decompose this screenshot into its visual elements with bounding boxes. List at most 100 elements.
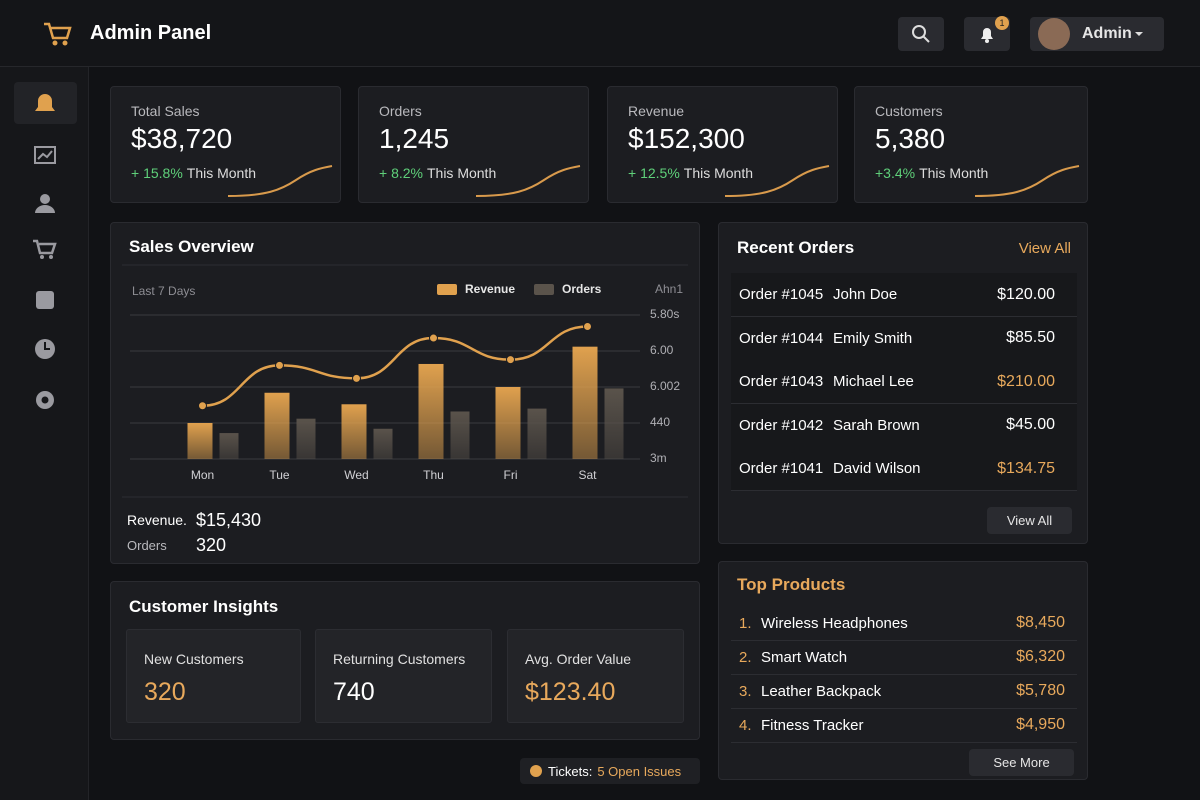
product-value: $6,320	[1016, 648, 1065, 665]
sparkline-path	[974, 165, 1080, 197]
order-id: Order #1043	[739, 373, 824, 390]
insight-label: Avg. Order Value	[525, 651, 632, 667]
user-menu[interactable]: Admin	[1030, 17, 1164, 51]
order-customer: John Doe	[833, 286, 898, 303]
product-rank: 2.	[739, 648, 752, 666]
stat-value: $38,720	[131, 123, 233, 154]
summary-value: $15,430	[196, 510, 262, 530]
bar	[572, 346, 598, 459]
trend-line	[202, 325, 588, 407]
view-all-link[interactable]: View All	[1018, 240, 1071, 257]
order-id: Order #1045	[739, 286, 824, 303]
change-value: + 12.5%	[628, 165, 680, 181]
top-products-panel: Top Products 1. Wireless Headphones $8,450…	[718, 561, 1088, 780]
user-name: Admin	[1082, 25, 1132, 42]
trend-point	[352, 373, 361, 383]
panel-title: Top Products	[737, 575, 846, 594]
stat-card: Revenue $152,300 + 12.5% This Month	[607, 86, 838, 203]
order-customer: Michael Lee	[833, 373, 914, 390]
product-value: $4,950	[1016, 716, 1065, 733]
sparkline-path	[724, 165, 830, 197]
sparkline-path	[227, 165, 333, 197]
dropdown-caret	[1134, 32, 1143, 36]
stat-label: Orders	[379, 103, 422, 119]
app-title: Admin Panel	[90, 22, 212, 44]
trend-point	[198, 401, 207, 411]
change-period: This Month	[919, 165, 989, 181]
axis-label: Ahn1	[655, 282, 683, 296]
order-amount: $120.00	[997, 285, 1055, 303]
x-tick-label: Mon	[191, 468, 214, 482]
y-tick-label: 6.00	[650, 343, 674, 357]
customer-insights-panel: Customer Insights New Customers 320 Return…	[110, 581, 700, 740]
stat-value: 5,380	[875, 123, 946, 154]
bar	[187, 423, 213, 459]
bar	[418, 363, 444, 459]
nav-icons	[33, 94, 57, 409]
order-customer: Emily Smith	[833, 329, 913, 347]
insight-value: 320	[144, 678, 186, 706]
bar	[264, 392, 290, 459]
change-value: + 8.2%	[379, 165, 423, 181]
product-row: 4. Fitness Tracker $4,950	[731, 708, 1077, 743]
see-more-button[interactable]: See More	[969, 749, 1074, 776]
product-name: Wireless Headphones	[761, 614, 908, 632]
order-customer: David Wilson	[833, 460, 921, 477]
tickets-value: 5 Open Issues	[597, 763, 682, 779]
search-button[interactable]	[898, 17, 944, 51]
insight-label: New Customers	[144, 651, 244, 667]
sales-chart: Last 7 Days Ahn1 3m 440 6.002 6.00 5.80s Revenu…	[122, 264, 688, 498]
bar	[341, 404, 367, 459]
order-id: Order #1042	[739, 416, 824, 434]
notification-badge: 1	[995, 16, 1009, 30]
orders-list: Order #1045 John Doe $120.00 Order #1044 Emi…	[719, 273, 1089, 497]
order-row: Order #1041 David Wilson $134.75	[731, 447, 1077, 491]
change-period: This Month	[683, 165, 754, 181]
recent-orders-panel: Recent Orders View All Order #1045 John D…	[718, 222, 1088, 544]
stat-change: +3.4% This Month	[875, 165, 988, 181]
product-name: Fitness Tracker	[761, 716, 864, 734]
product-row: 1. Wireless Headphones $8,450	[731, 606, 1077, 641]
order-row: Order #1044 Emily Smith $85.50	[731, 316, 1077, 361]
panel-title: Recent Orders	[737, 238, 855, 257]
trend-point	[506, 355, 515, 365]
tickets-label: Tickets:	[548, 763, 593, 779]
stat-change: + 8.2% This Month	[379, 165, 496, 181]
summary-label: Revenue.	[127, 512, 187, 528]
sidebar	[0, 67, 89, 800]
x-tick-label: Sat	[578, 468, 597, 482]
notification-button[interactable]	[964, 17, 1010, 51]
legend-label: Orders	[562, 282, 602, 296]
y-tick-label: 6.002	[650, 379, 680, 393]
insight-card: Avg. Order Value $123.40	[507, 629, 684, 723]
bar	[604, 388, 624, 459]
stat-card: Total Sales $38,720 + 15.8% This Month	[110, 86, 341, 203]
order-row: Order #1043 Michael Lee $210.00	[731, 360, 1077, 404]
stat-label: Total Sales	[131, 103, 200, 119]
x-tick-label: Fri	[504, 468, 518, 482]
ticket-icon	[530, 765, 542, 777]
bell-icon	[981, 28, 993, 43]
product-name: Leather Backpack	[761, 682, 882, 700]
stat-change: + 15.8% This Month	[131, 165, 256, 181]
bar	[373, 428, 393, 459]
legend-swatch	[534, 284, 554, 295]
change-value: +3.4%	[875, 165, 916, 181]
insight-value: 740	[333, 678, 375, 706]
sparkline	[724, 165, 830, 197]
y-tick-label: 440	[650, 415, 670, 429]
order-row: Order #1042 Sarah Brown $45.00	[731, 403, 1077, 448]
bar	[495, 387, 521, 459]
stat-card: Customers 5,380 +3.4% This Month	[854, 86, 1088, 203]
order-id: Order #1041	[739, 460, 824, 477]
x-tick-label: Tue	[269, 468, 290, 482]
tickets-pill[interactable]: Tickets: 5 Open Issues	[520, 758, 700, 784]
sales-overview-panel: Sales Overview	[110, 222, 700, 564]
filter-dropdown: Last 7 Days	[132, 284, 195, 298]
insight-card: New Customers 320	[126, 629, 301, 723]
summary-label: Orders	[127, 538, 167, 553]
order-amount: $134.75	[997, 459, 1055, 477]
view-all-button[interactable]: View All	[987, 507, 1072, 534]
product-rank: 4.	[739, 716, 752, 734]
